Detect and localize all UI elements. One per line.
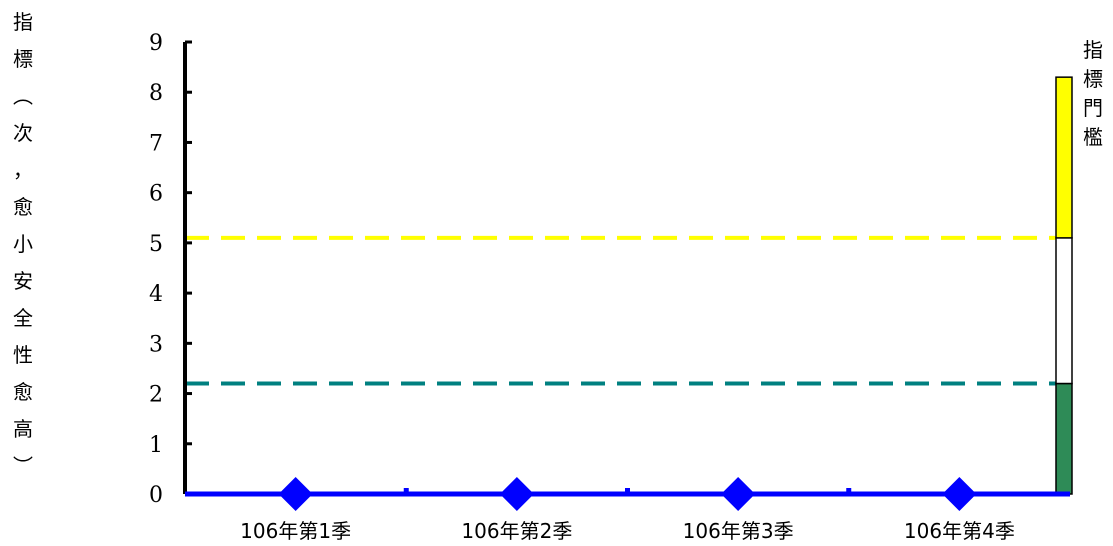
y-tick-label-5: 5 (149, 232, 163, 257)
y-tick-label-9: 9 (149, 31, 163, 56)
y-tick-label-8: 8 (149, 81, 163, 106)
y-tick-label-7: 7 (149, 131, 163, 156)
y-tick-label-0: 0 (149, 483, 163, 508)
y-tick-label-1: 1 (149, 433, 163, 458)
data-point-1 (278, 477, 313, 511)
threshold-segment-1 (1055, 382, 1073, 495)
data-point-4 (942, 477, 977, 511)
y-tick-label-4: 4 (149, 282, 163, 307)
x-tick-label-2: 106年第2季 (461, 519, 572, 543)
y-tick-label-2: 2 (149, 383, 163, 408)
threshold-segment-2 (1055, 237, 1073, 385)
data-point-2 (499, 477, 534, 511)
x-tick-label-1: 106年第1季 (240, 519, 351, 543)
x-tick-label-4: 106年第4季 (904, 519, 1015, 543)
data-point-3 (721, 477, 756, 511)
x-tick-label-3: 106年第3季 (683, 519, 794, 543)
y-tick-label-6: 6 (149, 182, 163, 207)
threshold-bar-label: 指標門檻 (1083, 38, 1103, 149)
threshold-segment-3 (1055, 76, 1073, 239)
y-axis-label: 指標 ︵ 次，愈小安全性愈高 ︶ (13, 10, 33, 478)
y-tick-label-3: 3 (149, 332, 163, 357)
